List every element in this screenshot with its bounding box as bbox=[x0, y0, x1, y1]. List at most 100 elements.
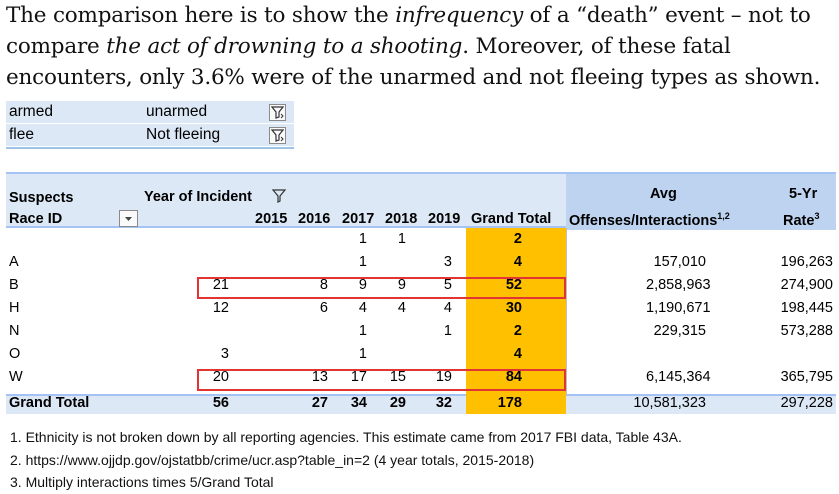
intro-emphasis-infrequency: infrequency bbox=[395, 3, 524, 28]
grand-total-y2019: 32 bbox=[435, 395, 452, 411]
filter-value-armed: unarmed bbox=[146, 103, 208, 120]
footnote-2: 2. https://www.ojjdp.gov/ojstatbb/crime/… bbox=[10, 451, 535, 468]
cell-y2019: 19 bbox=[435, 369, 452, 385]
header-race-id: Race ID bbox=[9, 211, 63, 227]
cell-avg: 157,010 bbox=[653, 254, 706, 270]
grand-total-y2015: 56 bbox=[212, 395, 229, 411]
cell-race: H bbox=[9, 300, 20, 316]
cell-y2015: 20 bbox=[212, 369, 229, 385]
cell-rate: 198,445 bbox=[780, 300, 833, 316]
dropdown-arrow-icon[interactable] bbox=[119, 210, 138, 227]
grand-total-label: Grand Total bbox=[9, 395, 90, 411]
intro-text-1: The comparison here is to show the bbox=[6, 3, 396, 28]
header-extra-columns bbox=[566, 174, 836, 230]
header-year-of-incident: Year of Incident bbox=[144, 189, 252, 205]
intro-text-3: . Moreover, of these fatal encounters, o… bbox=[6, 34, 821, 90]
highlight-box-w bbox=[197, 369, 566, 391]
grand-total-y2017: 34 bbox=[350, 395, 367, 411]
footnotes: 1. Ethnicity is not broken down by all r… bbox=[10, 426, 682, 494]
highlight-box-b bbox=[197, 277, 566, 299]
cell-race: N bbox=[9, 323, 20, 339]
cell-y2018: 4 bbox=[397, 300, 406, 316]
cell-race: W bbox=[9, 369, 23, 385]
header-5yr: 5-Yr bbox=[789, 186, 818, 202]
cell-total: 84 bbox=[505, 369, 522, 385]
column-divider bbox=[566, 228, 567, 394]
intro-emphasis-drowning: the act of drowning to a shooting bbox=[106, 34, 463, 59]
cell-y2017: 1 bbox=[358, 346, 367, 362]
pivot-filters: armed unarmed flee Not fleeing bbox=[6, 101, 294, 149]
header-year-2019: 2019 bbox=[428, 211, 461, 227]
cell-y2019: 1 bbox=[443, 323, 452, 339]
header-avg: Avg bbox=[650, 186, 677, 202]
cell-y2015: 12 bbox=[212, 300, 229, 316]
filter-funnel-icon[interactable] bbox=[269, 127, 286, 144]
filter-row-armed: armed unarmed bbox=[6, 101, 294, 123]
cell-y2017: 1 bbox=[358, 231, 367, 247]
cell-race: A bbox=[9, 254, 19, 270]
pivot-table: Suspects Race ID Year of Incident 2015 2… bbox=[6, 172, 836, 414]
grand-total-row bbox=[6, 394, 836, 414]
cell-y2017: 1 bbox=[358, 323, 367, 339]
header-year-2018: 2018 bbox=[385, 211, 418, 227]
cell-y2016: 6 bbox=[319, 300, 328, 316]
grand-total-rate: 297,228 bbox=[780, 395, 833, 411]
cell-y2018: 9 bbox=[397, 277, 406, 293]
cell-y2017: 9 bbox=[358, 277, 367, 293]
header-year-2016: 2016 bbox=[298, 211, 331, 227]
filter-field-flee: flee bbox=[9, 126, 34, 143]
filter-value-flee: Not fleeing bbox=[146, 126, 221, 143]
cell-race: O bbox=[9, 346, 21, 362]
header-year-2015: 2015 bbox=[255, 211, 288, 227]
cell-avg: 1,190,671 bbox=[646, 300, 711, 316]
cell-y2015: 3 bbox=[220, 346, 229, 362]
header-grand-total: Grand Total bbox=[471, 211, 552, 227]
header-rate-sup: 3 bbox=[814, 211, 820, 221]
intro-paragraph: The comparison here is to show the infre… bbox=[6, 0, 836, 93]
header-avg-offenses: Offenses/Interactions1,2 bbox=[569, 211, 730, 229]
cell-y2019: 3 bbox=[443, 254, 452, 270]
cell-avg: 229,315 bbox=[653, 323, 706, 339]
intro-text-2: of a “death” event – not to compare bbox=[6, 3, 811, 59]
grand-total-avg: 10,581,323 bbox=[633, 395, 706, 411]
header-suspects: Suspects bbox=[9, 190, 74, 206]
header-avg-offenses-label: Offenses/Interactions bbox=[569, 212, 718, 229]
header-avg-sup: 1,2 bbox=[717, 211, 730, 221]
grand-total-cell-bg bbox=[466, 394, 566, 414]
cell-y2017: 1 bbox=[358, 254, 367, 270]
cell-race: B bbox=[9, 277, 19, 293]
cell-avg: 6,145,364 bbox=[646, 369, 711, 385]
cell-rate: 365,795 bbox=[780, 369, 833, 385]
pivot-header: Suspects Race ID Year of Incident 2015 2… bbox=[6, 172, 836, 230]
cell-rate: 274,900 bbox=[780, 277, 833, 293]
cell-rate: 196,263 bbox=[780, 254, 833, 270]
header-rate-label: Rate bbox=[783, 212, 815, 229]
cell-y2016: 13 bbox=[311, 369, 328, 385]
cell-total: 2 bbox=[513, 323, 522, 339]
grand-total-y2018: 29 bbox=[389, 395, 406, 411]
cell-total: 4 bbox=[513, 346, 522, 362]
cell-y2018: 15 bbox=[389, 369, 406, 385]
cell-total: 30 bbox=[505, 300, 522, 316]
cell-y2018: 1 bbox=[397, 231, 406, 247]
cell-total: 4 bbox=[513, 254, 522, 270]
filter-funnel-icon[interactable] bbox=[271, 188, 287, 204]
filter-field-armed: armed bbox=[9, 103, 53, 120]
header-year-2017: 2017 bbox=[342, 211, 375, 227]
footnote-3: 3. Multiply interactions times 5/Grand T… bbox=[10, 474, 274, 490]
cell-avg: 2,858,963 bbox=[646, 277, 711, 293]
cell-rate: 573,288 bbox=[780, 323, 833, 339]
cell-y2019: 4 bbox=[443, 300, 452, 316]
grand-total-y2016: 27 bbox=[311, 395, 328, 411]
filter-funnel-icon[interactable] bbox=[269, 104, 286, 121]
grand-total-column bbox=[466, 228, 566, 394]
cell-total: 2 bbox=[513, 231, 522, 247]
cell-total: 52 bbox=[505, 277, 522, 293]
cell-y2019: 5 bbox=[443, 277, 452, 293]
cell-y2016: 8 bbox=[319, 277, 328, 293]
filter-row-flee: flee Not fleeing bbox=[6, 123, 294, 146]
grand-total-total: 178 bbox=[497, 395, 522, 411]
header-rate: Rate3 bbox=[783, 211, 819, 229]
footnote-1: 1. Ethnicity is not broken down by all r… bbox=[10, 429, 682, 445]
cell-y2017: 4 bbox=[358, 300, 367, 316]
